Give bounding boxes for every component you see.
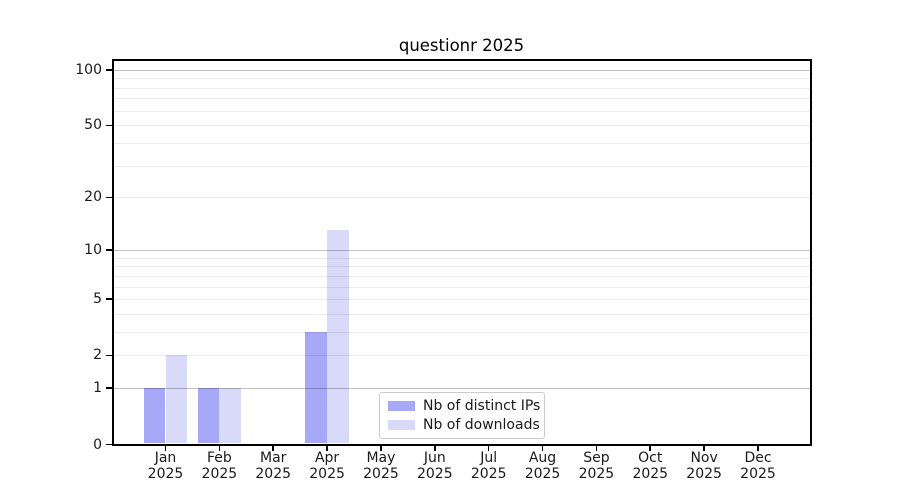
- bar-apr-downloads: [327, 230, 349, 444]
- bar-feb-downloads: [219, 388, 241, 444]
- x-tick-mark-oct: [649, 445, 652, 451]
- x-tick-label-aug: Aug 2025: [524, 450, 561, 482]
- gridline-minor-6: [113, 286, 810, 288]
- gridline-minor-50: [113, 125, 810, 127]
- x-tick-mark-mar: [272, 445, 275, 451]
- x-tick-mark-jun: [434, 445, 436, 451]
- x-tick-mark-aug: [541, 445, 544, 451]
- x-tick-label-jun: Jun 2025: [416, 450, 453, 482]
- x-tick-label-dec: Dec 2025: [740, 450, 776, 482]
- y-tick-label-20: 20: [84, 189, 102, 206]
- y-tick-label-10: 10: [84, 241, 102, 258]
- y-tick-mark-0: [105, 443, 112, 446]
- gridline-minor-2: [113, 355, 810, 357]
- gridline-major-1: [113, 388, 810, 390]
- legend-label-distinct-ips: Nb of distinct IPs: [423, 398, 541, 414]
- legend-item-distinct-ips: Nb of distinct IPs: [388, 398, 540, 414]
- y-tick-mark-10: [105, 249, 112, 251]
- y-tick-label-2: 2: [93, 347, 102, 364]
- bar-apr-distinct-ips: [305, 331, 328, 444]
- x-tick-label-may: May 2025: [363, 450, 399, 482]
- x-tick-mark-nov: [703, 445, 705, 451]
- gridline-minor-3: [113, 331, 810, 333]
- x-tick-mark-jul: [487, 445, 490, 451]
- y-tick-label-5: 5: [93, 291, 102, 308]
- x-tick-label-feb: Feb 2025: [201, 450, 238, 482]
- y-tick-mark-100: [105, 69, 112, 71]
- y-tick-label-100: 100: [75, 61, 102, 78]
- gridline-minor-20: [113, 197, 810, 199]
- y-tick-label-0: 0: [93, 436, 102, 453]
- gridline-minor-7: [113, 275, 810, 277]
- x-tick-mark-may: [380, 445, 382, 451]
- x-tick-label-apr: Apr 2025: [309, 450, 345, 482]
- gridline-minor-30: [113, 165, 810, 167]
- legend-label-downloads: Nb of downloads: [423, 417, 540, 433]
- legend-item-downloads: Nb of downloads: [388, 417, 540, 433]
- gridline-minor-90: [113, 78, 810, 80]
- legend-swatch-distinct-ips-icon: [388, 400, 415, 412]
- y-tick-label-1: 1: [93, 380, 102, 397]
- x-tick-label-mar: Mar 2025: [255, 450, 292, 482]
- gridline-minor-9: [113, 257, 810, 259]
- x-tick-label-nov: Nov 2025: [686, 450, 722, 482]
- gridline-minor-60: [113, 110, 810, 112]
- y-tick-mark-20: [105, 196, 112, 199]
- gridline-minor-8: [113, 266, 810, 268]
- gridline-minor-40: [113, 143, 810, 145]
- x-tick-mark-apr: [326, 445, 328, 451]
- x-tick-mark-sep: [595, 445, 598, 451]
- gridline-minor-4: [113, 313, 810, 315]
- x-tick-label-oct: Oct 2025: [632, 450, 669, 482]
- y-tick-mark-5: [105, 298, 112, 300]
- x-tick-mark-dec: [757, 445, 759, 451]
- x-tick-mark-feb: [218, 445, 221, 451]
- chart-title: questionr 2025: [398, 36, 525, 55]
- x-tick-label-jan: Jan 2025: [147, 450, 184, 482]
- gridline-minor-5: [113, 299, 810, 301]
- y-tick-mark-2: [105, 354, 112, 357]
- gridline-minor-80: [113, 87, 810, 89]
- bar-jan-distinct-ips: [143, 388, 166, 444]
- gridline-major-10: [113, 249, 810, 251]
- gridline-major-100: [113, 69, 810, 71]
- x-tick-label-jul: Jul 2025: [470, 450, 507, 482]
- x-tick-mark-jan: [164, 445, 167, 451]
- gridline-minor-70: [113, 98, 810, 100]
- legend-swatch-downloads-icon: [388, 419, 415, 431]
- x-tick-label-sep: Sep 2025: [578, 450, 615, 482]
- y-tick-mark-1: [105, 387, 112, 390]
- bar-feb-distinct-ips: [197, 388, 220, 444]
- legend: Nb of distinct IPs Nb of downloads: [379, 392, 545, 439]
- y-tick-mark-50: [105, 124, 112, 127]
- y-tick-label-50: 50: [84, 117, 102, 134]
- bar-jan-downloads: [165, 355, 188, 444]
